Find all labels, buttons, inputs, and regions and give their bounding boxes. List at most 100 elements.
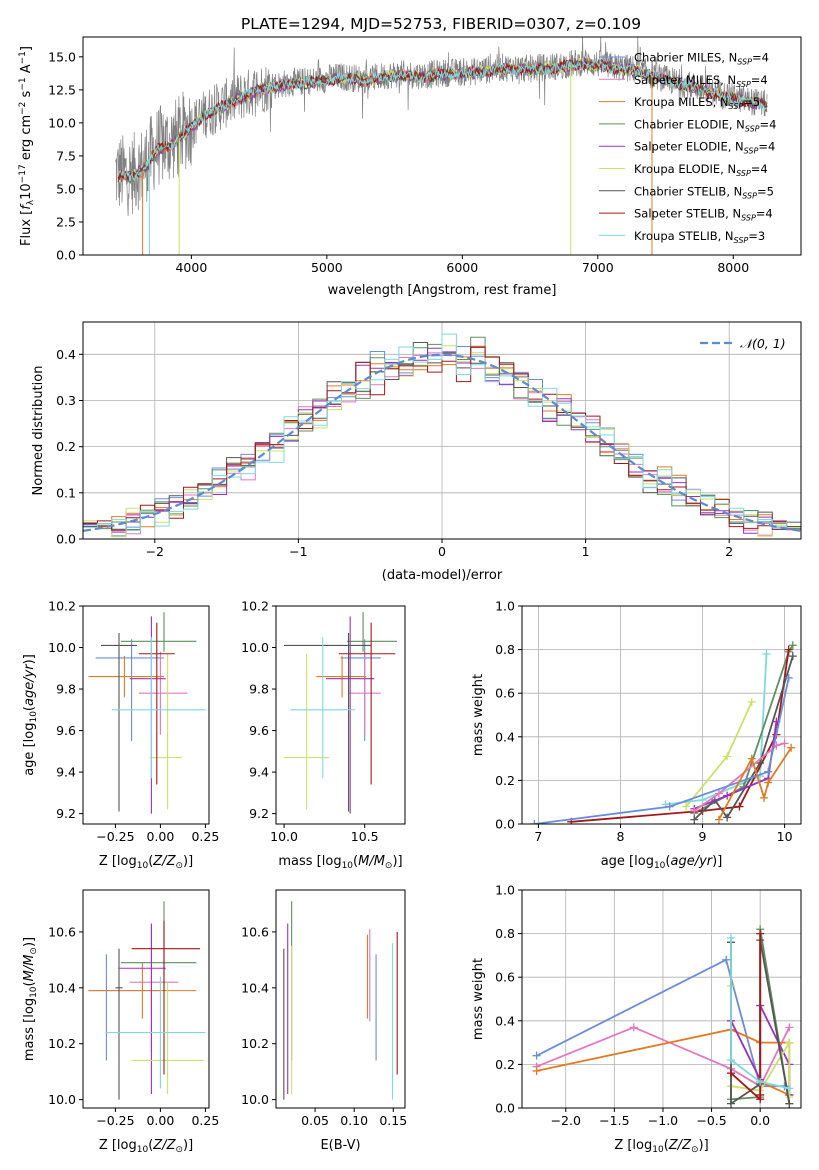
x-axis-label: (data-model)/error bbox=[382, 568, 503, 583]
x-tick-label: −0.25 bbox=[96, 1113, 134, 1128]
label-part: )] bbox=[183, 854, 193, 869]
legend-nssp: =4 bbox=[760, 117, 777, 131]
x-tick-label: 0.05 bbox=[301, 1113, 329, 1128]
label-part: age [log bbox=[22, 723, 37, 776]
normal-curve bbox=[83, 353, 801, 532]
x-tick-label: 9 bbox=[699, 829, 707, 844]
y-tick-label: 0.0 bbox=[495, 1101, 515, 1116]
y-tick-label: 10.2 bbox=[241, 1036, 269, 1051]
x-tick-label: −1 bbox=[289, 544, 307, 559]
legend-entry-label: Kroupa STELIB, NSSP=3 bbox=[634, 229, 765, 245]
label-part: )] bbox=[183, 1138, 193, 1153]
y-tick-label: 0.0 bbox=[495, 817, 515, 832]
plot-area-massweight_vs_age bbox=[530, 641, 797, 824]
y-tick-label: 0.2 bbox=[495, 1057, 515, 1072]
y-axis-label: Flux [fλ10−17 erg cm−2 s−1 A−1] bbox=[18, 46, 36, 246]
series-marker bbox=[764, 767, 773, 776]
label-part: mass [log bbox=[278, 854, 341, 869]
label-part: 10 bbox=[654, 861, 666, 871]
y-tick-label: 9.4 bbox=[249, 765, 269, 780]
x-tick-label: 10.0 bbox=[270, 829, 298, 844]
panel-age_vs_Z: −0.25 0.00 0.259.29.49.69.810.010.2Z [log1… bbox=[22, 599, 219, 872]
x-axis-label: Z [log10(Z/Z⊙)] bbox=[614, 1138, 708, 1155]
label-part: 10 bbox=[137, 861, 149, 871]
legend-entry-label: 𝒩(0, 1) bbox=[740, 336, 786, 351]
y-axis-label: age [log10(age/yr)] bbox=[22, 654, 39, 776]
plot-area-mass_vs_EBV bbox=[283, 901, 398, 1100]
label-part: 10 bbox=[137, 1145, 149, 1155]
legend-nssp: =4 bbox=[751, 162, 768, 176]
label-part: ( bbox=[353, 854, 358, 869]
series-marker bbox=[690, 815, 699, 824]
errorbar-KroupaMILES bbox=[88, 962, 197, 1019]
x-axis-label: age [log10(age/yr)] bbox=[601, 854, 723, 871]
legend-nssp: =4 bbox=[752, 51, 769, 65]
axes-spectrum: 4000 5000 6000 7000 8000 0.0 2.5 5.0 7.5 10.0 12.5… bbox=[18, 36, 802, 298]
x-tick-label: 2 bbox=[725, 544, 733, 559]
series-marker bbox=[727, 933, 736, 942]
series-marker bbox=[784, 673, 793, 682]
label-part: 10 bbox=[652, 1145, 664, 1155]
errorbar-SalpeterSTELIB bbox=[338, 622, 396, 785]
series-marker bbox=[756, 929, 765, 938]
series-marker bbox=[784, 645, 793, 654]
legend-name: Kroupa ELODIE, N bbox=[634, 162, 736, 176]
x-tick-label: 7000 bbox=[582, 260, 614, 275]
errorbar-SalpeterELODIE bbox=[119, 923, 166, 1095]
axes-frame bbox=[521, 605, 802, 825]
legend-sub: SSP bbox=[745, 124, 760, 133]
series-marker bbox=[780, 739, 789, 748]
series-marker bbox=[722, 955, 731, 964]
axes-age_vs_mass: 10.0 10.5 9.2 9.4 9.6 9.8 10.0 10.2 mass [log10(… bbox=[241, 599, 406, 871]
label-part: ( bbox=[148, 1138, 153, 1153]
series-marker bbox=[727, 1056, 736, 1065]
errorbar-ChabrierMILES bbox=[95, 639, 164, 741]
errorbar-KroupaSTELIB bbox=[106, 976, 206, 1089]
x-tick-label: −0.5 bbox=[696, 1113, 726, 1128]
y-tick-label: 12.5 bbox=[48, 82, 76, 97]
axes-mass_vs_EBV: 0.05 0.10 0.15 10.0 10.2 10.4 10.6 E(B-V) bbox=[241, 889, 407, 1153]
series-marker bbox=[530, 820, 539, 824]
y-axis-label: mass weight bbox=[471, 958, 486, 1040]
x-tick-label: 10.5 bbox=[351, 829, 379, 844]
label-part: )] bbox=[699, 1138, 709, 1153]
label-part: Z/Z bbox=[152, 1138, 176, 1153]
axes-age_vs_Z: −0.25 0.00 0.259.29.49.69.810.010.2Z [log1… bbox=[22, 599, 219, 872]
errorbar-KroupaSTELIB bbox=[111, 637, 206, 779]
series-marker bbox=[735, 802, 744, 811]
plot-area-massweight_vs_Z bbox=[532, 925, 794, 1108]
label-part: )] bbox=[712, 854, 722, 869]
series-marker bbox=[787, 743, 796, 752]
errorbar-ChabrierELODIE bbox=[120, 901, 197, 991]
errorbar-ChabrierSTELIB bbox=[115, 948, 123, 1100]
series-marker bbox=[785, 1023, 794, 1032]
label-part: erg cm bbox=[19, 115, 34, 164]
series-marker bbox=[727, 1099, 736, 1108]
legend-nssp: =4 bbox=[758, 140, 775, 154]
label-part: 10 bbox=[19, 183, 34, 200]
label-part: ⊙ bbox=[691, 1145, 699, 1155]
plot-area-residuals bbox=[83, 333, 801, 538]
y-tick-label: 10.2 bbox=[241, 599, 269, 614]
legend-nssp: =5 bbox=[757, 184, 774, 198]
x-tick-label: 0.10 bbox=[340, 1113, 368, 1128]
series-marker bbox=[723, 752, 732, 761]
legend-sub: SSP bbox=[741, 214, 756, 223]
series-marker bbox=[747, 697, 756, 706]
y-tick-label: 10.0 bbox=[241, 640, 269, 655]
label-part: ( bbox=[665, 854, 670, 869]
x-tick-label: −2 bbox=[146, 544, 164, 559]
axes-residuals: −2 −1 0 1 2 0.0 0.1 0.2 0.3 0.4 𝒩(0, 1) (data-model… bbox=[31, 321, 802, 583]
axes-frame bbox=[275, 605, 406, 825]
legend-nssp: =4 bbox=[756, 207, 773, 221]
label-part: ] bbox=[19, 46, 34, 51]
y-tick-label: 9.4 bbox=[56, 765, 76, 780]
label-part: −1 bbox=[18, 77, 28, 90]
label-part: ⊙ bbox=[175, 1145, 183, 1155]
y-tick-label: 0.0 bbox=[56, 532, 76, 547]
series-line-SalpeterSTELIB bbox=[730, 933, 762, 1102]
